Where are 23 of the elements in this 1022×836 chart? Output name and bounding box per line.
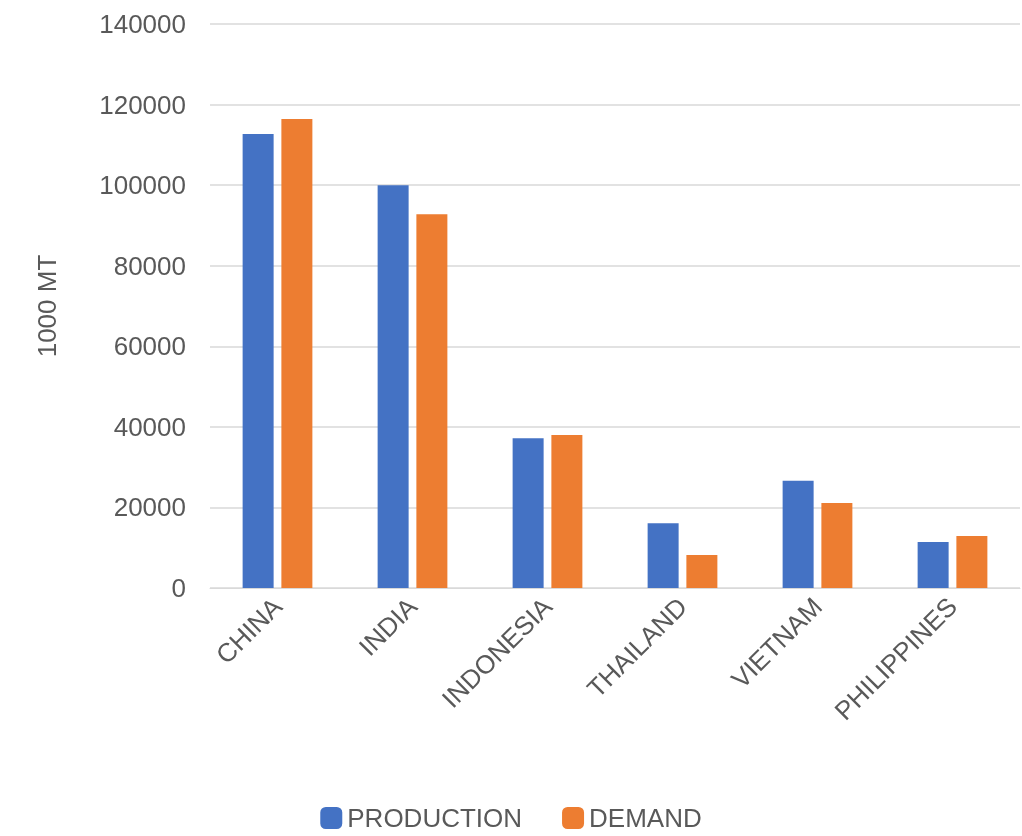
y-tick-label: 0 (171, 573, 186, 603)
bar (956, 536, 988, 588)
bar (512, 438, 544, 588)
bar (686, 554, 718, 588)
legend-label: PRODUCTION (347, 803, 523, 833)
bar (416, 214, 448, 588)
bar (821, 503, 853, 588)
bar (551, 434, 583, 588)
y-tick-label: 40000 (113, 411, 186, 442)
bar (917, 542, 949, 588)
y-tick-label: 100000 (99, 170, 186, 201)
y-tick-label: 140000 (99, 9, 186, 39)
bar (281, 119, 313, 588)
y-tick-label: 60000 (113, 331, 186, 362)
bar (647, 523, 679, 588)
legend-label: DEMAND (589, 803, 702, 833)
bar (377, 185, 409, 588)
y-tick-label: 120000 (99, 89, 186, 120)
y-tick-label: 20000 (113, 492, 186, 523)
y-tick-label: 80000 (113, 250, 186, 281)
bar (242, 133, 274, 588)
y-axis-title: 1000 MT (32, 254, 62, 358)
bar (782, 480, 814, 588)
